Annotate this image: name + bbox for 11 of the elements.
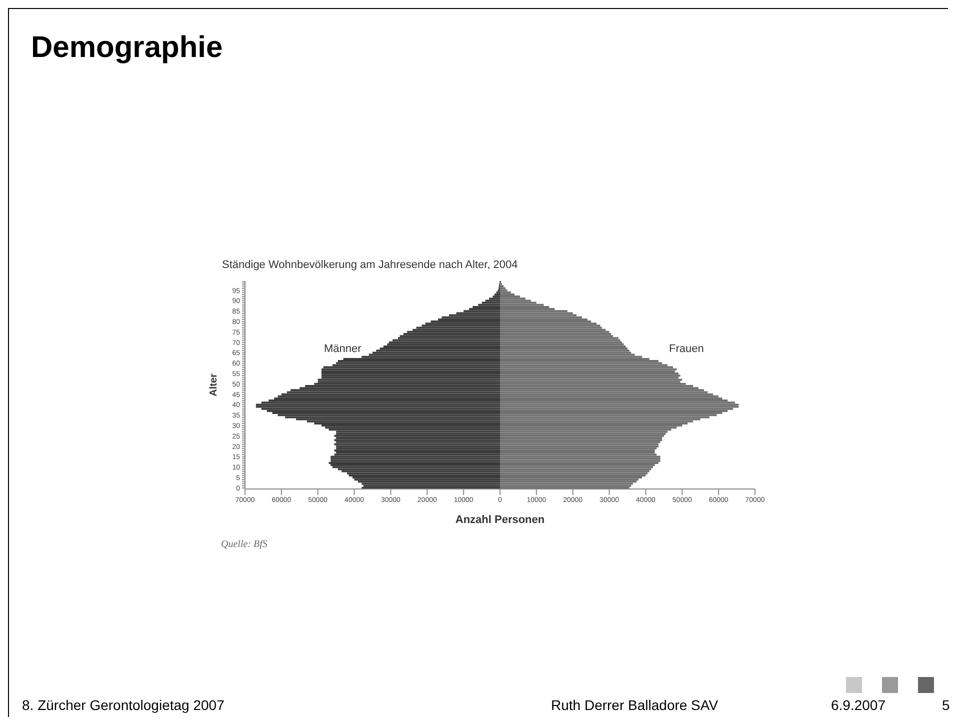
chart-subtitle: Ständige Wohnbevölkerung am Jahresende nach Alter, 2004	[222, 259, 518, 271]
series-label: Frauen	[669, 343, 704, 355]
x-axis-title: Anzahl Personen	[455, 514, 545, 526]
text: 5	[942, 697, 950, 713]
series-label: Männer	[324, 343, 362, 355]
text: Ruth Derrer Balladore SAV	[551, 697, 718, 713]
text: 6.9.2007	[831, 697, 886, 713]
source-note: Quelle: BfS	[221, 539, 268, 550]
y-axis-title: Alter	[208, 374, 220, 396]
text: 8. Zürcher Gerontologietag 2007	[22, 697, 224, 713]
chart-title: Demographie	[31, 31, 223, 65]
